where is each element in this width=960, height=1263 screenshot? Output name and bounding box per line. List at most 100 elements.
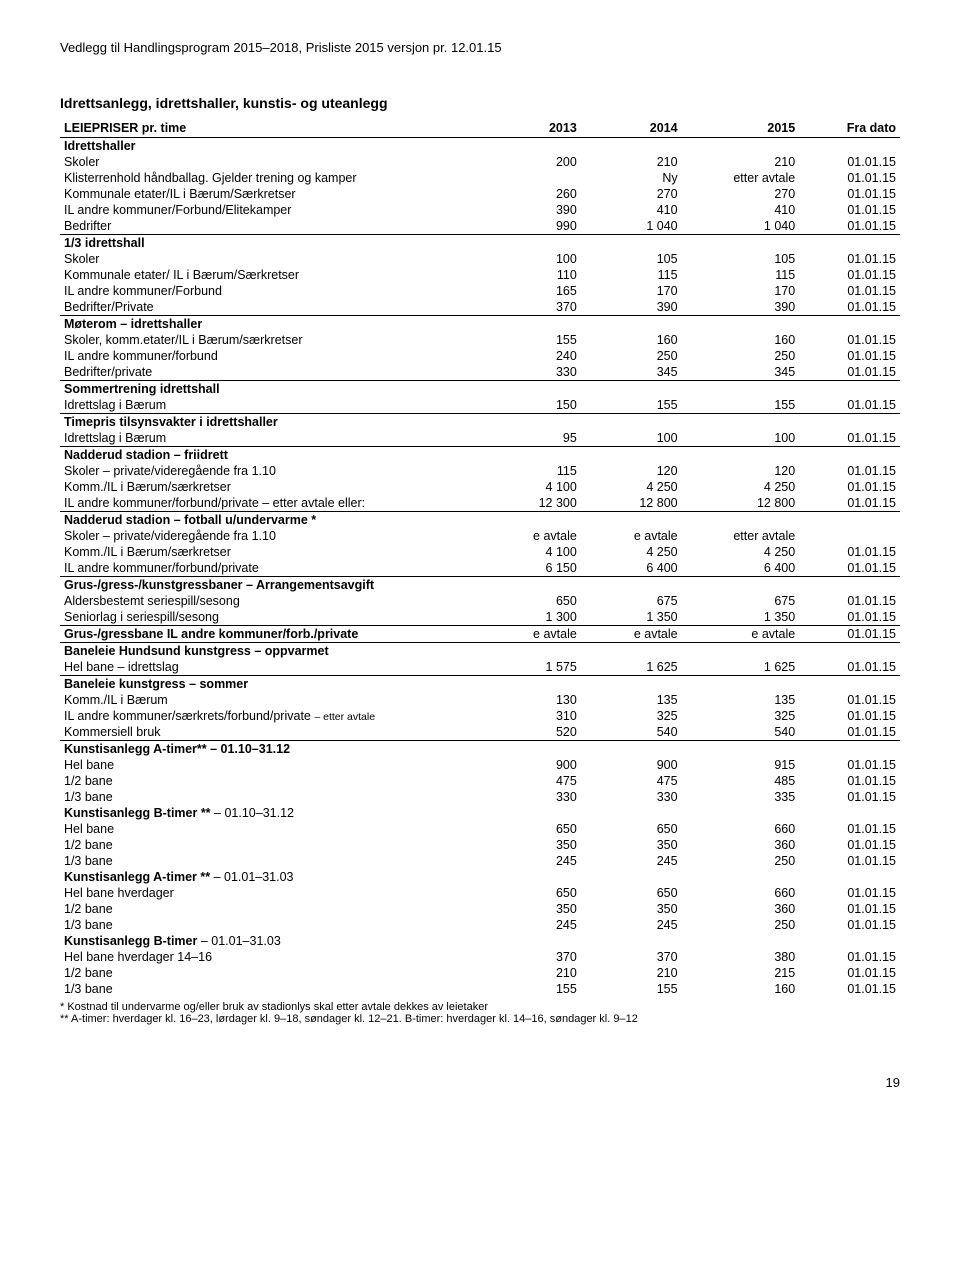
row-c3: 155 bbox=[682, 397, 800, 414]
row-c3: 160 bbox=[682, 332, 800, 348]
row-date: 01.01.15 bbox=[799, 430, 900, 447]
row-c3: 105 bbox=[682, 251, 800, 267]
row-label: 1/2 bane bbox=[60, 901, 480, 917]
row-label: Idrettslag i Bærum bbox=[60, 397, 480, 414]
row-label: Kommersiell bruk bbox=[60, 724, 480, 741]
table-row: Bedrifter/private33034534501.01.15 bbox=[60, 364, 900, 381]
section-header-label: Baneleie Hundsund kunstgress – oppvarmet bbox=[60, 643, 900, 660]
row-c3: 215 bbox=[682, 965, 800, 981]
row-c2: 120 bbox=[581, 463, 682, 479]
section-header-label: Sommertrening idrettshall bbox=[60, 381, 900, 398]
row-c1: 4 100 bbox=[480, 544, 581, 560]
row-date: 01.01.15 bbox=[799, 789, 900, 805]
row-c3: etter avtale bbox=[682, 528, 800, 544]
row-c1: e avtale bbox=[480, 528, 581, 544]
row-c2: 270 bbox=[581, 186, 682, 202]
section-header-label: Kunstisanlegg B-timer – 01.01–31.03 bbox=[60, 933, 900, 949]
row-date: 01.01.15 bbox=[799, 251, 900, 267]
table-row: Idrettslag i Bærum15015515501.01.15 bbox=[60, 397, 900, 414]
row-label: Bedrifter/Private bbox=[60, 299, 480, 316]
row-c1: 1 575 bbox=[480, 659, 581, 676]
row-c2: 245 bbox=[581, 917, 682, 933]
table-row: Hel bane90090091501.01.15 bbox=[60, 757, 900, 773]
row-label: IL andre kommuner/forbund/private bbox=[60, 560, 480, 577]
row-c3: 410 bbox=[682, 202, 800, 218]
row-c2: 155 bbox=[581, 397, 682, 414]
table-row: IL andre kommuner/forbund/private6 1506 … bbox=[60, 560, 900, 577]
row-c2: 1 350 bbox=[581, 609, 682, 626]
row-label: Skoler bbox=[60, 154, 480, 170]
row-c3: 160 bbox=[682, 981, 800, 997]
table-row: 1/2 bane35035036001.01.15 bbox=[60, 837, 900, 853]
row-label: 1/3 bane bbox=[60, 917, 480, 933]
row-c2: Ny bbox=[581, 170, 682, 186]
row-c1: 260 bbox=[480, 186, 581, 202]
col-2013: 2013 bbox=[480, 119, 581, 138]
row-c3: 100 bbox=[682, 430, 800, 447]
table-section-header: Baneleie Hundsund kunstgress – oppvarmet bbox=[60, 643, 900, 660]
table-section-header: Kunstisanlegg A-timer ** – 01.01–31.03 bbox=[60, 869, 900, 885]
row-c3: 250 bbox=[682, 853, 800, 869]
row-c1: 990 bbox=[480, 218, 581, 235]
row-label: IL andre kommuner/særkrets/forbund/priva… bbox=[60, 708, 480, 724]
row-date: 01.01.15 bbox=[799, 981, 900, 997]
row-label: Bedrifter bbox=[60, 218, 480, 235]
table-row: IL andre kommuner/Forbund/Elitekamper390… bbox=[60, 202, 900, 218]
table-row: Seniorlag i seriespill/sesong1 3001 3501… bbox=[60, 609, 900, 626]
row-c1: 370 bbox=[480, 299, 581, 316]
row-date: 01.01.15 bbox=[799, 560, 900, 577]
row-c1: 210 bbox=[480, 965, 581, 981]
row-c2: 900 bbox=[581, 757, 682, 773]
row-c2: 210 bbox=[581, 965, 682, 981]
table-header-row: LEIEPRISER pr. time 2013 2014 2015 Fra d… bbox=[60, 119, 900, 138]
row-c1: 245 bbox=[480, 917, 581, 933]
row-c2: 475 bbox=[581, 773, 682, 789]
row-c2: 345 bbox=[581, 364, 682, 381]
row-c3: 360 bbox=[682, 901, 800, 917]
row-c1: 150 bbox=[480, 397, 581, 414]
row-c3: 675 bbox=[682, 593, 800, 609]
row-label: Komm./IL i Bærum bbox=[60, 692, 480, 708]
row-c2: 650 bbox=[581, 885, 682, 901]
row-c1: 165 bbox=[480, 283, 581, 299]
row-date: 01.01.15 bbox=[799, 593, 900, 609]
row-c3: 915 bbox=[682, 757, 800, 773]
table-section-header: Nadderud stadion – fotball u/undervarme … bbox=[60, 512, 900, 529]
table-row: Skoler20021021001.01.15 bbox=[60, 154, 900, 170]
row-c1: 650 bbox=[480, 593, 581, 609]
row-date: 01.01.15 bbox=[799, 821, 900, 837]
row-c1: 12 300 bbox=[480, 495, 581, 512]
row-c1: 350 bbox=[480, 837, 581, 853]
row-date: 01.01.15 bbox=[799, 348, 900, 364]
row-label: 1/3 bane bbox=[60, 789, 480, 805]
section-header-label: Timepris tilsynsvakter i idrettshaller bbox=[60, 414, 900, 431]
row-label: IL andre kommuner/forbund bbox=[60, 348, 480, 364]
row-c3: 4 250 bbox=[682, 479, 800, 495]
row-c2: 12 800 bbox=[581, 495, 682, 512]
row-c2: 540 bbox=[581, 724, 682, 741]
row-date: 01.01.15 bbox=[799, 154, 900, 170]
row-label: Hel bane bbox=[60, 757, 480, 773]
table-section-header: Sommertrening idrettshall bbox=[60, 381, 900, 398]
row-c2: 350 bbox=[581, 837, 682, 853]
row-label: 1/2 bane bbox=[60, 965, 480, 981]
section-title: Idrettsanlegg, idrettshaller, kunstis- o… bbox=[60, 95, 900, 111]
section-header-label: Baneleie kunstgress – sommer bbox=[60, 676, 900, 693]
row-c2: 350 bbox=[581, 901, 682, 917]
table-section-header: Baneleie kunstgress – sommer bbox=[60, 676, 900, 693]
footnotes: * Kostnad til undervarme og/eller bruk a… bbox=[60, 1001, 900, 1025]
row-label: Hel bane bbox=[60, 821, 480, 837]
row-label: Grus-/gressbane IL andre kommuner/forb./… bbox=[60, 626, 480, 643]
row-date: 01.01.15 bbox=[799, 479, 900, 495]
row-c1: 130 bbox=[480, 692, 581, 708]
row-c2: 210 bbox=[581, 154, 682, 170]
row-c3: 210 bbox=[682, 154, 800, 170]
row-label: 1/2 bane bbox=[60, 773, 480, 789]
table-row: Skoler, komm.etater/IL i Bærum/særkretse… bbox=[60, 332, 900, 348]
table-row: 1/3 bane24524525001.01.15 bbox=[60, 853, 900, 869]
row-label: IL andre kommuner/Forbund/Elitekamper bbox=[60, 202, 480, 218]
row-c3: 250 bbox=[682, 348, 800, 364]
row-c2: 325 bbox=[581, 708, 682, 724]
row-c3: 270 bbox=[682, 186, 800, 202]
row-c3: 390 bbox=[682, 299, 800, 316]
